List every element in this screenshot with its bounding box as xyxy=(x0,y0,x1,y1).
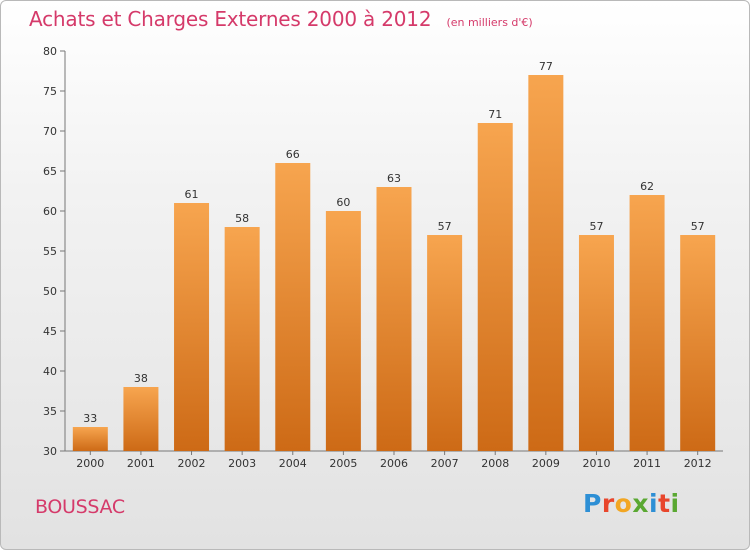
proxiti-logo: Proxiti xyxy=(583,489,680,518)
bar-value-label: 60 xyxy=(336,196,350,209)
bar xyxy=(174,203,210,451)
logo-letter: P xyxy=(583,489,602,518)
y-tick-label: 45 xyxy=(43,325,57,338)
bar-value-label: 57 xyxy=(589,220,603,233)
bar-value-label: 33 xyxy=(83,412,97,425)
bar xyxy=(528,75,564,451)
y-tick-label: 35 xyxy=(43,405,57,418)
bar xyxy=(123,387,159,451)
bar xyxy=(477,123,513,451)
x-tick-label: 2004 xyxy=(279,457,307,470)
x-tick-label: 2009 xyxy=(532,457,560,470)
x-tick-label: 2008 xyxy=(481,457,509,470)
x-tick-label: 2010 xyxy=(582,457,610,470)
y-tick-label: 55 xyxy=(43,245,57,258)
logo-letter: t xyxy=(658,489,671,518)
bar-value-label: 58 xyxy=(235,212,249,225)
x-tick-label: 2001 xyxy=(127,457,155,470)
bar-value-label: 38 xyxy=(134,372,148,385)
chart-title: Achats et Charges Externes 2000 à 2012 xyxy=(29,7,432,31)
y-tick-label: 65 xyxy=(43,165,57,178)
logo-letter: r xyxy=(601,489,615,518)
x-tick-label: 2006 xyxy=(380,457,408,470)
logo-letter: x xyxy=(632,489,649,518)
bar-value-label: 71 xyxy=(488,108,502,121)
chart-unit-label: (en milliers d'€) xyxy=(446,16,533,29)
bar-value-label: 57 xyxy=(438,220,452,233)
bar xyxy=(275,163,311,451)
y-tick-label: 30 xyxy=(43,445,57,458)
bar-value-label: 63 xyxy=(387,172,401,185)
commune-name: BOUSSAC xyxy=(35,496,125,518)
bar-value-label: 66 xyxy=(286,148,300,161)
logo-letter: i xyxy=(670,489,680,518)
bar xyxy=(224,227,260,451)
y-tick-label: 80 xyxy=(43,45,57,58)
y-tick-label: 40 xyxy=(43,365,57,378)
y-tick-label: 60 xyxy=(43,205,57,218)
x-tick-label: 2002 xyxy=(178,457,206,470)
bar-value-label: 61 xyxy=(185,188,199,201)
chart-axes: 30 35 40 45 50 55 60 65 70 75 80 2000 2001 2002 2003 20… xyxy=(43,45,723,470)
bar-value-label: 57 xyxy=(691,220,705,233)
bar xyxy=(629,195,665,451)
x-tick-label: 2005 xyxy=(329,457,357,470)
bar-value-label: 77 xyxy=(539,60,553,73)
bar-value-label: 62 xyxy=(640,180,654,193)
y-tick-label: 75 xyxy=(43,85,57,98)
bar xyxy=(72,427,108,451)
logo-letter: i xyxy=(649,489,659,518)
x-tick-label: 2000 xyxy=(76,457,104,470)
chart-labels: 33 38 61 58 66 60 63 57 71 77 57 62 57 xyxy=(83,60,704,425)
bar xyxy=(578,235,614,451)
logo-letter: o xyxy=(614,489,633,518)
bar xyxy=(325,211,361,451)
chart-header: Achats et Charges Externes 2000 à 2012 (… xyxy=(29,7,533,31)
x-tick-label: 2003 xyxy=(228,457,256,470)
y-tick-label: 70 xyxy=(43,125,57,138)
bar xyxy=(427,235,463,451)
y-tick-label: 50 xyxy=(43,285,57,298)
bar xyxy=(680,235,716,451)
bar xyxy=(376,187,412,451)
x-tick-label: 2012 xyxy=(684,457,712,470)
chart-bars xyxy=(72,75,716,451)
x-tick-label: 2007 xyxy=(431,457,459,470)
x-tick-label: 2011 xyxy=(633,457,661,470)
